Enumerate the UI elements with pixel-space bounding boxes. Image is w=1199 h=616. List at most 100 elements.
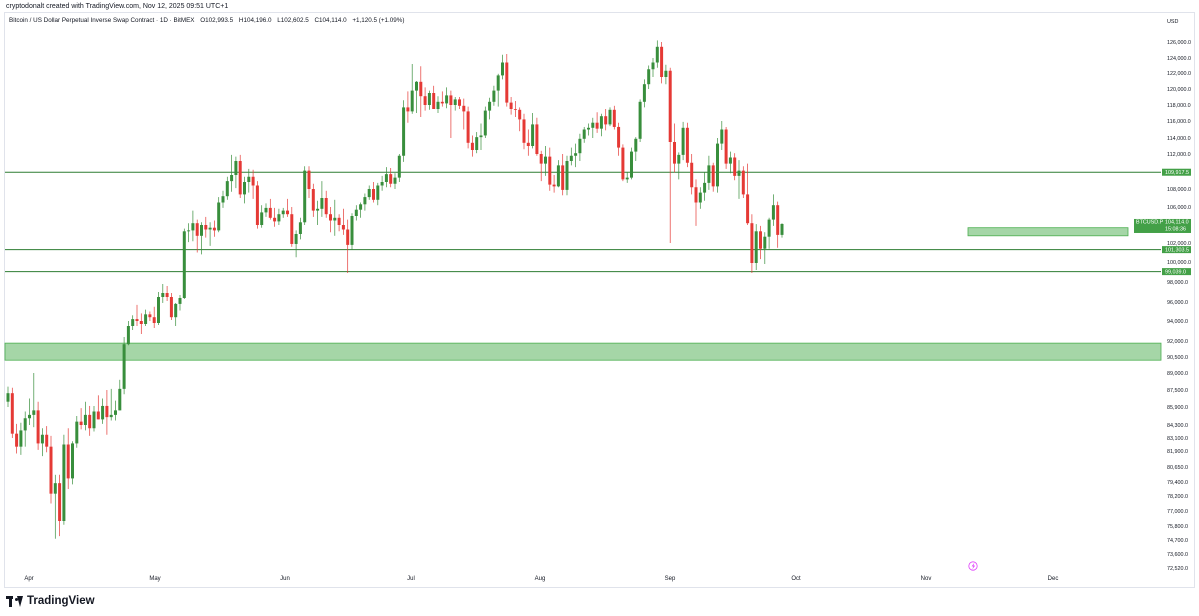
- y-tick-label: 75,800.0: [1167, 524, 1188, 530]
- symbol-title[interactable]: Bitcoin / US Dollar Perpetual Inverse Sw…: [9, 17, 195, 24]
- tradingview-logo: TradingView: [6, 595, 95, 607]
- candle-body: [389, 174, 393, 184]
- candle-body: [647, 69, 651, 85]
- candle-body: [501, 62, 504, 76]
- candle-body: [96, 411, 100, 420]
- candle-body: [711, 165, 715, 187]
- candle-body: [230, 175, 234, 182]
- candle-body: [376, 185, 380, 200]
- candle-body: [126, 326, 130, 345]
- candle-body: [432, 93, 436, 109]
- candle-body: [260, 212, 264, 225]
- chart-attribution: cryptodonalt created with TradingView.co…: [6, 3, 229, 10]
- candle-body: [397, 155, 401, 178]
- candle-body: [630, 151, 633, 178]
- candle-body: [698, 192, 702, 203]
- candle-body: [354, 209, 358, 216]
- candle-body: [359, 204, 363, 210]
- x-tick-label: Jul: [407, 576, 415, 582]
- demand-zone[interactable]: [967, 227, 1129, 237]
- candle-body: [694, 187, 698, 203]
- candle-body: [303, 170, 307, 223]
- candle-body: [681, 127, 685, 155]
- candle-body: [225, 181, 229, 197]
- y-tick-label: 116,000.0: [1167, 119, 1191, 125]
- candle-body: [410, 90, 414, 112]
- candle-body: [634, 138, 638, 152]
- candle-body: [178, 298, 182, 304]
- candle-body: [445, 95, 449, 104]
- candle-body: [402, 107, 406, 156]
- candle-body: [582, 129, 586, 139]
- candle-body: [281, 210, 285, 215]
- candle-body: [221, 196, 225, 203]
- candle-body: [754, 231, 758, 263]
- candle-body: [741, 170, 745, 195]
- candle-body: [552, 184, 556, 187]
- candle-body: [187, 230, 191, 232]
- candle-body: [212, 227, 216, 231]
- candle-body: [604, 116, 608, 125]
- candle-body: [66, 444, 70, 479]
- y-tick-label: 112,000.0: [1167, 152, 1191, 158]
- candle-body: [470, 142, 474, 150]
- symbol-header: Bitcoin / US Dollar Perpetual Inverse Sw…: [9, 17, 409, 24]
- candle-body: [346, 229, 350, 245]
- y-tick-label: 74,700.0: [1167, 538, 1188, 544]
- y-tick-label: 81,900.0: [1167, 449, 1188, 455]
- candle-body: [71, 443, 74, 479]
- candle-body: [750, 223, 754, 263]
- candle-body: [204, 225, 208, 230]
- chart-frame: [4, 12, 1195, 588]
- y-tick-label: 100,000.0: [1167, 260, 1191, 266]
- y-tick-label: 98,000.0: [1167, 280, 1188, 286]
- candle-body: [462, 105, 466, 112]
- candle-body: [277, 214, 281, 222]
- lightning-icon[interactable]: [968, 561, 978, 571]
- candle-body: [294, 234, 298, 244]
- candle-body: [23, 418, 27, 431]
- candle-body: [771, 205, 775, 220]
- candle-body: [759, 231, 762, 249]
- candle-body: [419, 81, 423, 97]
- y-tick-label: 84,300.0: [1167, 423, 1188, 429]
- ohlc-open: O102,993.5: [200, 17, 234, 24]
- price-change: +1,120.5 (+1.09%): [352, 17, 405, 24]
- candle-body: [539, 154, 543, 164]
- candle-body: [32, 410, 36, 415]
- candle-body: [535, 124, 539, 154]
- candle-body: [363, 197, 367, 205]
- candle-body: [746, 194, 750, 224]
- candle-body: [243, 182, 246, 195]
- candle-body: [505, 62, 509, 103]
- candle-body: [83, 414, 87, 425]
- ohlc-low: L102,602.5: [277, 17, 309, 24]
- candle-body: [15, 433, 19, 447]
- candle-body: [475, 137, 479, 150]
- candle-body: [114, 410, 117, 415]
- level-price-label: 109,917.5: [1165, 170, 1189, 176]
- current-price-value: 104,114.0: [1165, 219, 1189, 225]
- candle-body: [780, 223, 784, 235]
- candle-body: [526, 142, 530, 146]
- candle-body: [548, 156, 552, 185]
- candle-body: [612, 109, 616, 127]
- candle-body: [316, 208, 320, 211]
- candle-body: [531, 124, 535, 146]
- y-tick-label: 77,000.0: [1167, 509, 1188, 515]
- candle-body: [290, 214, 294, 244]
- candle-body: [707, 165, 711, 183]
- demand-zone[interactable]: [4, 342, 1162, 361]
- candle-body: [372, 189, 375, 200]
- candle-body: [673, 142, 676, 164]
- x-tick-label: Dec: [1048, 576, 1059, 582]
- candle-body: [415, 81, 418, 91]
- y-tick-label: 79,400.0: [1167, 480, 1188, 486]
- y-tick-label: 124,000.0: [1167, 56, 1191, 62]
- candle-body: [88, 414, 92, 429]
- candle-body: [307, 170, 311, 189]
- candle-body: [423, 96, 427, 105]
- candle-body: [651, 62, 655, 70]
- candle-body: [139, 321, 143, 324]
